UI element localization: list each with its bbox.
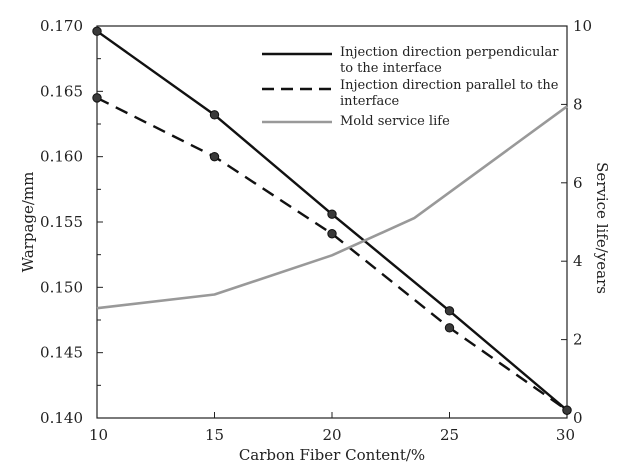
x-tick-label: 10: [89, 426, 108, 444]
data-point-series-1: [562, 405, 572, 415]
legend-label-perpendicular-line-2: to the interface: [340, 61, 442, 76]
data-point-series-1: [444, 323, 455, 333]
x-tick-label: 15: [205, 426, 224, 444]
y-right-tick-label: 6: [573, 174, 583, 192]
data-point-series-0: [444, 306, 455, 316]
x-tick-label: 20: [322, 426, 341, 444]
plot-area: [96, 25, 568, 419]
y-left-axis-title: Warpage/mm: [19, 172, 37, 273]
tick-marks: [96, 25, 568, 419]
x-axis-title: Carbon Fiber Content/%: [239, 446, 425, 464]
x-tick-label: 30: [556, 426, 575, 444]
y-right-tick-label: 8: [573, 95, 583, 113]
y-left-tick-label: 0.170: [40, 17, 83, 35]
data-point-series-0: [92, 26, 102, 36]
series-group: [92, 26, 572, 415]
y-right-tick-label: 2: [573, 331, 583, 349]
tick-labels: 10 15 20 25 300.1700.1650.1600.1550.1500.145…: [40, 17, 592, 444]
data-point-series-1: [327, 229, 337, 239]
series-line-1: [96, 96, 568, 412]
data-point-series-1: [92, 93, 102, 103]
y-left-tick-label: 0.150: [40, 278, 83, 296]
legend-label-perpendicular-line-1: Injection direction perpendicular: [340, 45, 559, 60]
y-left-tick-label: 0.145: [40, 344, 83, 362]
y-right-tick-label: 4: [573, 252, 583, 270]
y-right-tick-label: 0: [573, 409, 583, 427]
legend-label-service-life: Mold service life: [340, 114, 450, 129]
y-right-tick-label: 10: [573, 17, 592, 35]
y-left-tick-label: 0.165: [40, 82, 83, 100]
legend-label-parallel-line-1: Injection direction parallel to the: [340, 78, 559, 93]
x-tick-label: 25: [440, 426, 459, 444]
y-right-axis-title: Service life/years: [593, 162, 611, 294]
data-point-series-1: [209, 151, 220, 162]
y-left-tick-label: 0.155: [40, 213, 83, 231]
legend-label-parallel-line-2: interface: [340, 94, 400, 109]
legend: Injection direction perpendicular to the…: [262, 45, 559, 129]
series-line-2: [96, 105, 568, 310]
y-left-tick-label: 0.160: [40, 148, 83, 166]
data-point-series-0: [209, 110, 220, 120]
y-left-tick-label: 0.140: [40, 409, 83, 427]
data-point-series-0: [327, 209, 337, 219]
